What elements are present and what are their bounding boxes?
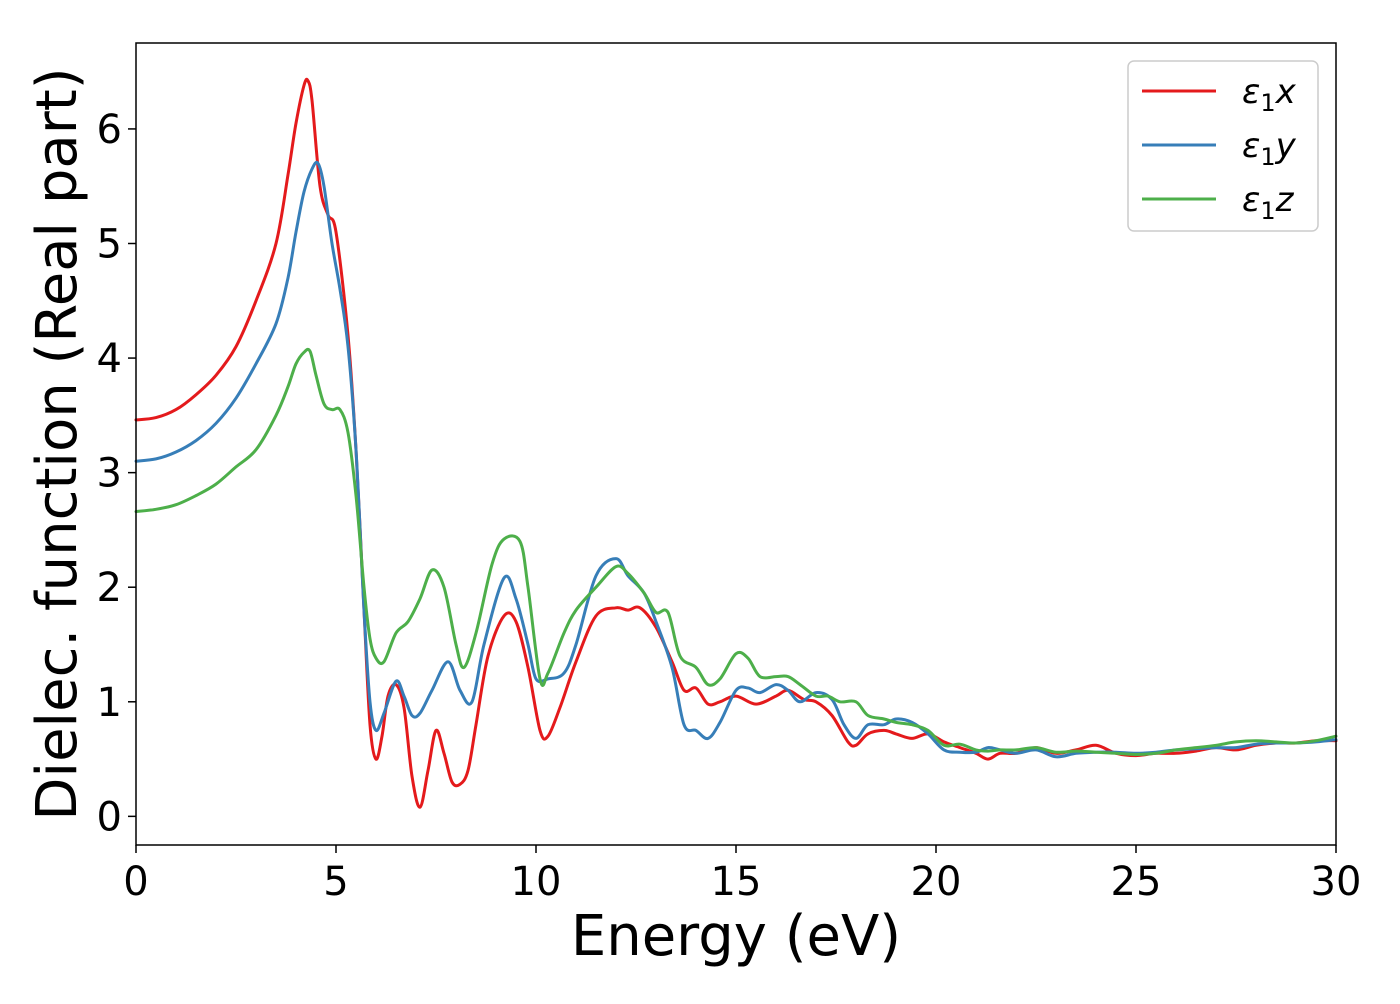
y-tick-label: 0 <box>97 794 122 840</box>
y-tick-label: 6 <box>97 107 122 153</box>
series-layer <box>134 77 1338 809</box>
x-tick-label: 30 <box>1311 859 1362 905</box>
legend: ε1x ε1y ε1z <box>1127 60 1319 232</box>
y-axis-title: Dielec. function (Real part) <box>25 67 90 820</box>
x-tick-label: 5 <box>323 859 348 905</box>
series-line-z <box>134 347 1338 756</box>
x-axis-title: Energy (eV) <box>571 904 901 969</box>
legend-box <box>1127 60 1319 232</box>
legend-label-x: ε1x <box>1242 72 1297 117</box>
ticks-layer: 0 5 10 15 20 25 30 0 1 2 3 4 5 6 <box>97 107 1362 905</box>
legend-label-z: ε1z <box>1242 180 1295 225</box>
y-tick-label: 2 <box>97 565 122 611</box>
y-tick-label: 5 <box>97 222 122 268</box>
x-tick-label: 10 <box>511 859 562 905</box>
y-tick-label: 1 <box>97 680 122 726</box>
legend-label-y: ε1y <box>1242 126 1297 171</box>
y-tick-label: 3 <box>97 451 122 497</box>
y-tick-label: 4 <box>97 336 122 382</box>
x-tick-label: 25 <box>1111 859 1162 905</box>
x-tick-label: 15 <box>711 859 762 905</box>
x-tick-label: 0 <box>123 859 148 905</box>
x-tick-label: 20 <box>911 859 962 905</box>
